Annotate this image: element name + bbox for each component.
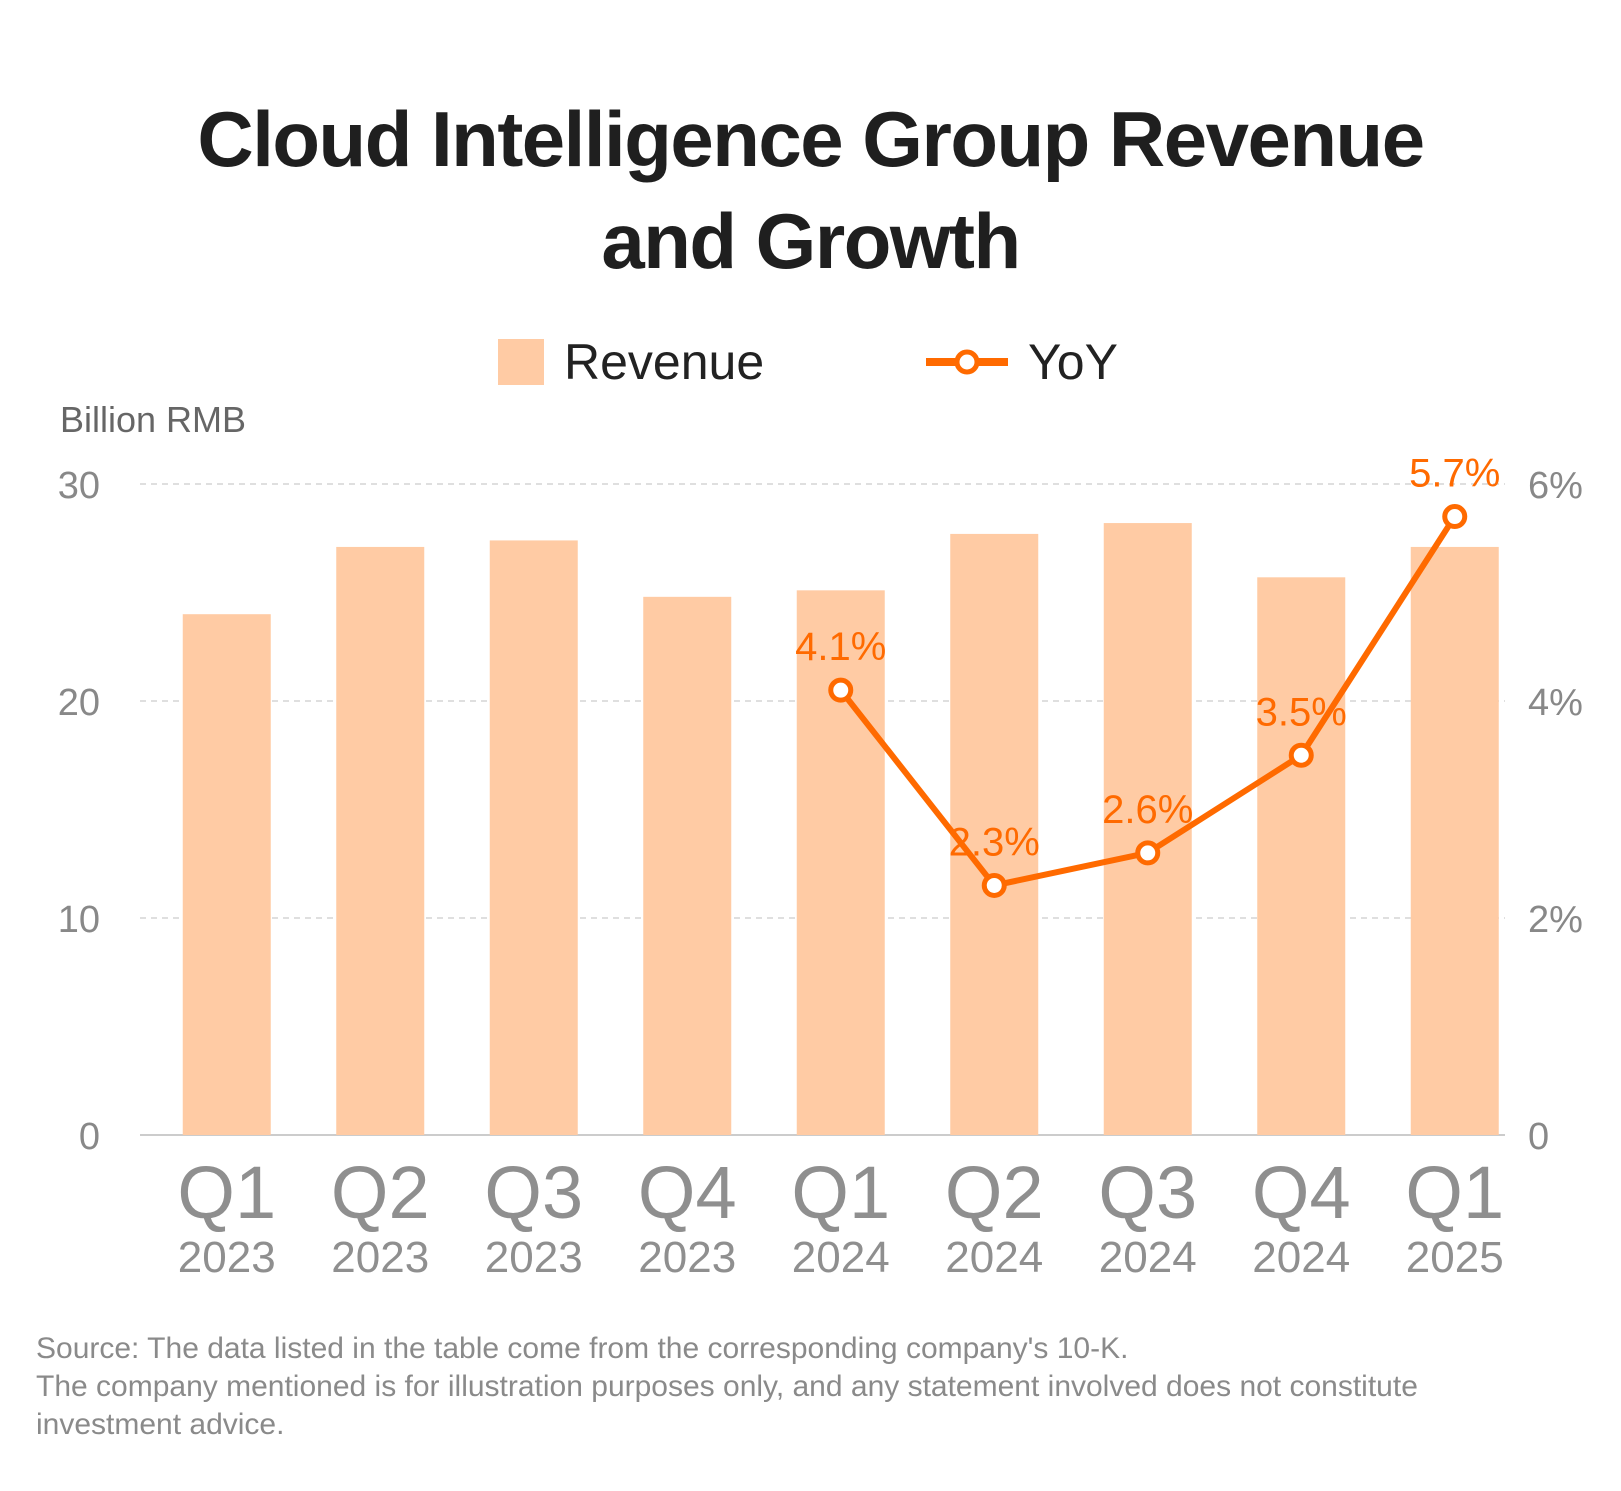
y-tick-label: 20	[58, 682, 100, 724]
x-tick-quarter: Q3	[484, 1151, 583, 1234]
source-note-line-2: The company mentioned is for illustratio…	[36, 1370, 1418, 1403]
bar-revenue	[1410, 546, 1499, 1135]
chart-legend: Revenue YoY	[0, 332, 1621, 392]
x-tick-quarter: Q2	[331, 1151, 430, 1234]
x-tick-year: 2024	[945, 1233, 1043, 1282]
x-tick-year: 2023	[331, 1233, 429, 1282]
point-yoy	[981, 872, 1007, 898]
bar-revenue	[796, 590, 885, 1135]
y-axis-label: Billion RMB	[60, 399, 246, 440]
legend-label-yoy: YoY	[1028, 334, 1118, 390]
point-yoy	[828, 677, 854, 703]
chart-title-line-2: and Growth	[601, 197, 1021, 285]
legend-label-revenue: Revenue	[564, 334, 765, 390]
x-tick-year: 2024	[1099, 1233, 1197, 1282]
data-label-yoy: 3.5%	[1256, 690, 1347, 734]
x-tick-quarter: Q4	[638, 1151, 737, 1234]
x-tick-year: 2023	[178, 1233, 276, 1282]
y-tick-label: 0	[79, 1116, 100, 1158]
x-tick-year: 2023	[638, 1233, 736, 1282]
x-tick-quarter: Q1	[177, 1151, 276, 1234]
bar-revenue	[1257, 577, 1346, 1135]
y2-tick-label: 0	[1528, 1116, 1549, 1158]
x-tick-year: 2025	[1406, 1233, 1504, 1282]
bar-revenue	[950, 533, 1039, 1135]
y-tick-label: 30	[58, 465, 100, 507]
chart-title: Cloud Intelligence Group Revenue and Gro…	[0, 88, 1621, 292]
data-label-yoy: 4.1%	[795, 625, 886, 669]
point-yoy	[1442, 504, 1468, 530]
bar-revenue	[1103, 523, 1192, 1135]
x-tick-quarter: Q1	[791, 1151, 890, 1234]
chart-title-line-1: Cloud Intelligence Group Revenue	[197, 95, 1425, 183]
source-note-line-3: investment advice.	[36, 1408, 285, 1441]
bar-revenue	[182, 614, 271, 1135]
x-tick-year: 2024	[792, 1233, 890, 1282]
bar-revenue	[643, 596, 732, 1135]
data-label-yoy: 2.6%	[1102, 788, 1193, 832]
source-note-line-1: Source: The data listed in the table com…	[36, 1332, 1129, 1365]
legend-swatch-revenue	[498, 339, 544, 385]
x-tick-quarter: Q4	[1252, 1151, 1351, 1234]
data-label-yoy: 2.3%	[949, 820, 1040, 864]
y2-tick-label: 6%	[1528, 465, 1583, 507]
legend-item-yoy: YoY	[924, 332, 1118, 392]
y2-tick-label: 4%	[1528, 682, 1583, 724]
x-tick-quarter: Q1	[1405, 1151, 1504, 1234]
x-tick-quarter: Q2	[945, 1151, 1044, 1234]
point-yoy	[1288, 742, 1314, 768]
x-tick-year: 2023	[485, 1233, 583, 1282]
point-yoy	[1135, 840, 1161, 866]
legend-marker-yoy	[926, 349, 1008, 375]
data-label-yoy: 5.7%	[1409, 452, 1500, 496]
y-tick-label: 10	[58, 899, 100, 941]
y2-tick-label: 2%	[1528, 899, 1583, 941]
source-note: Source: The data listed in the table com…	[36, 1330, 1596, 1444]
bar-revenue	[336, 546, 425, 1135]
legend-item-revenue: Revenue	[498, 332, 764, 392]
bar-revenue	[489, 540, 578, 1135]
x-tick-year: 2024	[1252, 1233, 1350, 1282]
x-tick-quarter: Q3	[1098, 1151, 1197, 1234]
